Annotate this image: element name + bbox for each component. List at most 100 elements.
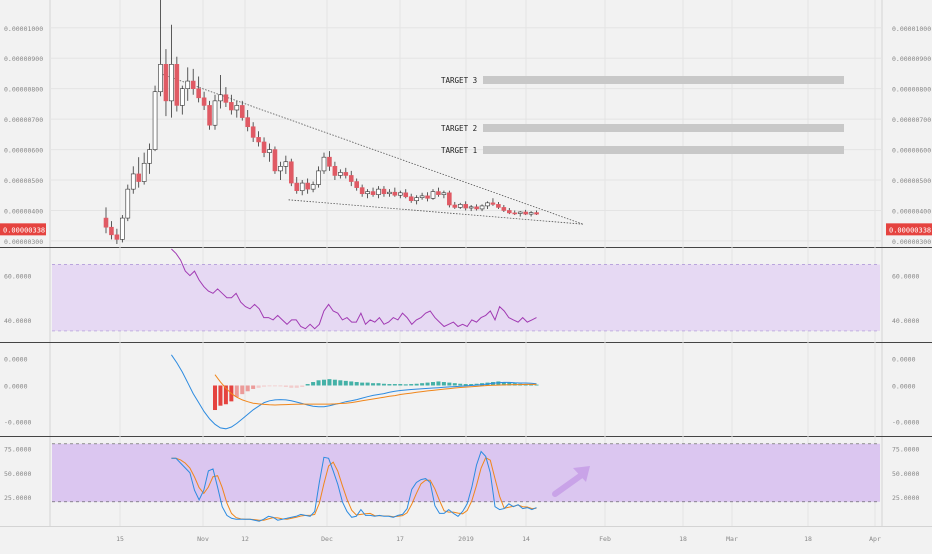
candle-down[interactable]: [327, 156, 332, 167]
candle-down[interactable]: [223, 94, 229, 103]
candle-up[interactable]: [321, 156, 327, 172]
candle-down[interactable]: [348, 175, 354, 182]
candle-down[interactable]: [261, 141, 267, 153]
macd-histogram-bar: [240, 385, 245, 395]
candle-down[interactable]: [447, 192, 452, 206]
candle-down[interactable]: [359, 187, 365, 195]
candle-up[interactable]: [267, 149, 272, 153]
candle-down[interactable]: [196, 88, 201, 99]
macd-panel[interactable]: [170, 354, 539, 430]
candle-down[interactable]: [207, 105, 212, 126]
candle-down[interactable]: [136, 173, 141, 182]
candle-down[interactable]: [506, 210, 512, 214]
candle-down[interactable]: [174, 64, 180, 106]
candle-up[interactable]: [234, 105, 240, 111]
candle-up[interactable]: [283, 161, 289, 167]
candle-up[interactable]: [430, 191, 436, 199]
target-label: TARGET 3: [441, 76, 477, 85]
stochastic-right-tick-label: 50.0000: [892, 470, 919, 478]
candle-up[interactable]: [120, 217, 125, 240]
candle-down[interactable]: [490, 202, 496, 205]
macd-histogram-bar: [381, 383, 386, 386]
candle-up[interactable]: [310, 184, 316, 190]
candle-up[interactable]: [299, 182, 305, 191]
candle-down[interactable]: [523, 211, 528, 215]
stochastic-panel[interactable]: [52, 443, 880, 522]
candle-down[interactable]: [250, 126, 256, 138]
candle-up[interactable]: [130, 173, 136, 190]
current-price-badge-left: [0, 223, 46, 236]
candle-up[interactable]: [528, 212, 534, 215]
candle-up[interactable]: [212, 100, 218, 126]
candle-up[interactable]: [147, 149, 152, 164]
candle-up[interactable]: [479, 205, 485, 210]
candle-down[interactable]: [245, 117, 250, 128]
candle-down[interactable]: [343, 172, 349, 176]
candle-down[interactable]: [392, 191, 398, 196]
candle-up[interactable]: [485, 202, 490, 207]
candle-up[interactable]: [141, 162, 147, 182]
candle-up[interactable]: [169, 64, 174, 102]
candle-down[interactable]: [512, 212, 518, 215]
candle-down[interactable]: [288, 161, 294, 184]
candle-down[interactable]: [403, 192, 409, 198]
candle-down[interactable]: [305, 182, 310, 190]
candle-down[interactable]: [381, 188, 387, 195]
candle-down[interactable]: [272, 149, 278, 172]
candle-up[interactable]: [517, 211, 523, 214]
stochastic-right-tick-label: 25.0000: [892, 494, 919, 502]
candle-down[interactable]: [436, 191, 441, 195]
candle-up[interactable]: [218, 94, 223, 102]
candle-down[interactable]: [190, 80, 196, 89]
candle-up[interactable]: [152, 91, 158, 150]
candle-down[interactable]: [354, 181, 360, 188]
candle-up[interactable]: [376, 188, 381, 195]
candle-down[interactable]: [332, 166, 338, 176]
candle-down[interactable]: [501, 207, 507, 211]
candle-down[interactable]: [370, 191, 376, 195]
candle-down[interactable]: [109, 226, 114, 236]
candle-up[interactable]: [441, 192, 447, 195]
candle-up[interactable]: [278, 166, 283, 172]
time-axis-label: Mar: [726, 535, 738, 543]
candle-down[interactable]: [474, 206, 479, 210]
candle-up[interactable]: [387, 191, 392, 195]
arrow-head: [573, 466, 590, 482]
current-price-badge-right: [886, 223, 932, 236]
candle-up[interactable]: [338, 172, 343, 176]
candle-up[interactable]: [419, 195, 425, 198]
candle-up[interactable]: [365, 191, 370, 195]
price-left-tick-label: 0.00000900: [4, 55, 43, 63]
candle-down[interactable]: [463, 204, 469, 209]
lower-trendline: [288, 199, 583, 225]
candle-up[interactable]: [397, 192, 403, 196]
macd-histogram-bar: [223, 385, 228, 405]
candle-down[interactable]: [229, 102, 234, 111]
current-price-left: 0.00000338: [3, 226, 45, 234]
candle-down[interactable]: [103, 217, 109, 228]
candle-down[interactable]: [425, 195, 430, 199]
candle-up[interactable]: [125, 188, 131, 219]
candle-down[interactable]: [114, 234, 120, 240]
candle-down[interactable]: [452, 204, 458, 208]
candle-down[interactable]: [408, 196, 414, 202]
candle-down[interactable]: [201, 97, 207, 106]
candle-down[interactable]: [239, 105, 245, 118]
candle-down[interactable]: [256, 137, 261, 143]
rsi-panel[interactable]: [52, 248, 880, 332]
candle-down[interactable]: [534, 212, 539, 215]
candle-up[interactable]: [158, 64, 163, 93]
candle-up[interactable]: [414, 197, 419, 202]
stochastic-k-line: [171, 450, 537, 522]
candle-down[interactable]: [163, 64, 169, 102]
candle-up[interactable]: [457, 204, 463, 208]
candle-up[interactable]: [316, 170, 321, 185]
price-panel[interactable]: TARGET 3 TARGET 2 TARGET 1 0.00000338 0.0000…: [0, 0, 932, 244]
candle-down[interactable]: [294, 182, 300, 191]
candle-up[interactable]: [180, 88, 185, 106]
candle-up[interactable]: [468, 206, 474, 209]
candle-down[interactable]: [496, 204, 501, 208]
candle-up[interactable]: [185, 80, 191, 89]
